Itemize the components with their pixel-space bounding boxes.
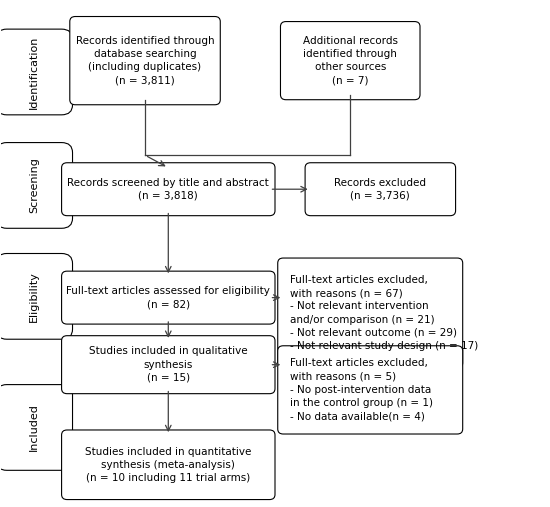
FancyBboxPatch shape bbox=[62, 271, 275, 324]
FancyBboxPatch shape bbox=[280, 22, 420, 100]
Text: Full-text articles excluded,
with reasons (n = 5)
- No post-intervention data
in: Full-text articles excluded, with reason… bbox=[290, 358, 433, 421]
FancyBboxPatch shape bbox=[0, 142, 73, 228]
Text: Studies included in quantitative
synthesis (meta-analysis)
(n = 10 including 11 : Studies included in quantitative synthes… bbox=[85, 447, 251, 483]
FancyBboxPatch shape bbox=[62, 336, 275, 393]
Text: Screening: Screening bbox=[29, 158, 39, 213]
Text: Records screened by title and abstract
(n = 3,818): Records screened by title and abstract (… bbox=[68, 177, 269, 201]
Text: Eligibility: Eligibility bbox=[29, 271, 39, 322]
Text: Full-text articles excluded,
with reasons (n = 67)
- Not relevant intervention
a: Full-text articles excluded, with reason… bbox=[290, 275, 478, 351]
Text: Records excluded
(n = 3,736): Records excluded (n = 3,736) bbox=[334, 177, 426, 201]
FancyBboxPatch shape bbox=[0, 385, 73, 470]
Text: Studies included in qualitative
synthesis
(n = 15): Studies included in qualitative synthesi… bbox=[89, 346, 248, 383]
FancyBboxPatch shape bbox=[0, 29, 73, 115]
Text: Full-text articles assessed for eligibility
(n = 82): Full-text articles assessed for eligibil… bbox=[67, 286, 270, 309]
Text: Records identified through
database searching
(including duplicates)
(n = 3,811): Records identified through database sear… bbox=[76, 36, 214, 86]
Text: Additional records
identified through
other sources
(n = 7): Additional records identified through ot… bbox=[302, 36, 398, 86]
FancyBboxPatch shape bbox=[0, 254, 73, 339]
Text: Identification: Identification bbox=[29, 35, 39, 108]
FancyBboxPatch shape bbox=[62, 163, 275, 215]
Text: Included: Included bbox=[29, 404, 39, 451]
FancyBboxPatch shape bbox=[278, 258, 463, 368]
FancyBboxPatch shape bbox=[278, 346, 463, 434]
FancyBboxPatch shape bbox=[62, 430, 275, 499]
FancyBboxPatch shape bbox=[70, 17, 221, 105]
FancyBboxPatch shape bbox=[305, 163, 455, 215]
